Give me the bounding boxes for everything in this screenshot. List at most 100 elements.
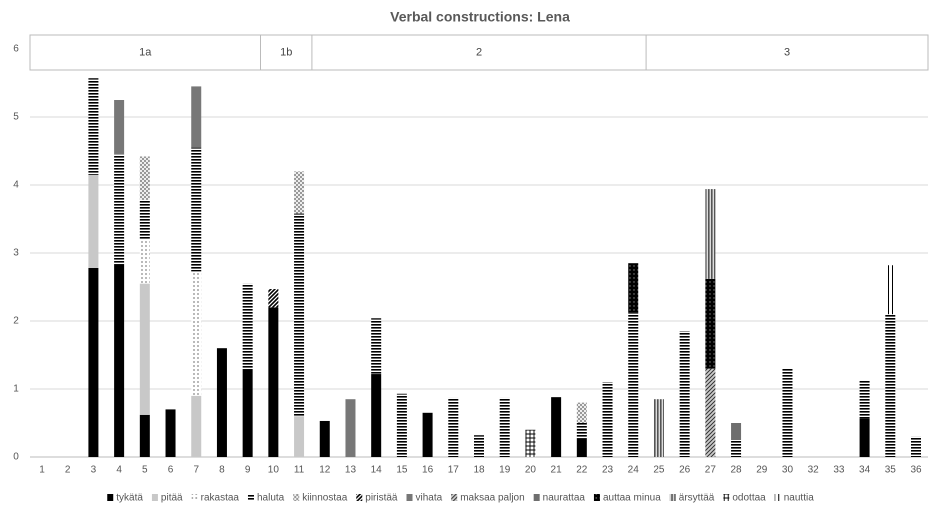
- x-tick-label: 24: [628, 465, 640, 476]
- bar-segment: [139, 283, 150, 415]
- bar-segment: [679, 331, 690, 457]
- bar-segment: [139, 199, 150, 240]
- legend-label: rakastaa: [201, 493, 240, 504]
- x-tick-label: 14: [371, 465, 383, 476]
- legend-swatch: [107, 494, 114, 501]
- x-tick-label: 19: [499, 465, 511, 476]
- bar-segment: [216, 348, 227, 457]
- legend-label: kiinnostaa: [302, 493, 347, 504]
- legend-swatch: [247, 494, 254, 501]
- x-tick-label: 10: [268, 465, 280, 476]
- y-tick-label: 1: [13, 384, 19, 395]
- bar-segment: [88, 267, 99, 457]
- x-tick-label: 23: [602, 465, 614, 476]
- legend-label: piristää: [365, 493, 398, 504]
- legend-label: nauttia: [784, 493, 814, 504]
- bar-segment: [474, 435, 484, 457]
- bar-segment: [371, 318, 382, 375]
- bar-segment: [139, 414, 150, 457]
- x-tick-label: 7: [193, 465, 199, 476]
- x-tick-label: 36: [910, 465, 922, 476]
- bar-segment: [859, 418, 870, 457]
- bar-segment: [628, 312, 639, 457]
- y-tick-label: 2: [13, 316, 19, 327]
- x-tick-label: 32: [808, 465, 820, 476]
- bar-segment: [114, 154, 125, 265]
- x-tick-label: 4: [116, 465, 122, 476]
- bar-segment: [576, 402, 587, 423]
- x-tick-label: 2: [65, 465, 71, 476]
- bar-segment: [653, 399, 664, 457]
- legend-swatch: [191, 494, 198, 501]
- x-tick-label: 9: [245, 465, 251, 476]
- bar-segment: [859, 380, 870, 419]
- x-tick-label: 5: [142, 465, 148, 476]
- bar-segment: [294, 171, 305, 214]
- bar-segment: [139, 239, 150, 284]
- x-tick-label: 11: [294, 465, 305, 476]
- bar-segment: [191, 86, 202, 148]
- x-tick-label: 21: [551, 465, 563, 476]
- group-label: 1b: [280, 46, 292, 58]
- legend-swatch: [723, 494, 730, 501]
- bar-segment: [628, 263, 639, 313]
- group-band: [29, 34, 929, 71]
- legend-swatch: [293, 494, 300, 501]
- x-tick-label: 3: [91, 465, 97, 476]
- group-label: 2: [476, 46, 482, 58]
- x-tick-label: 18: [473, 465, 485, 476]
- x-tick-label: 30: [782, 465, 794, 476]
- legend-label: haluta: [257, 493, 285, 504]
- x-tick-label: 22: [576, 465, 588, 476]
- bar-segment: [782, 368, 793, 457]
- group-label: 1a: [139, 46, 152, 58]
- x-tick-label: 15: [396, 465, 408, 476]
- bar-segment: [371, 374, 382, 457]
- legend-swatch: [774, 494, 781, 501]
- bar-segment: [705, 368, 716, 457]
- x-tick-label: 35: [885, 465, 897, 476]
- bar-segment: [422, 412, 433, 457]
- legend-label: pitää: [161, 493, 183, 504]
- bar-segment: [525, 429, 536, 457]
- bar-segment: [319, 420, 330, 457]
- bar-segment: [242, 369, 253, 457]
- y-tick-label: 0: [13, 452, 19, 463]
- bar-segment: [705, 189, 716, 279]
- legend-label: tykätä: [116, 493, 143, 504]
- x-tick-label: 1: [39, 465, 45, 476]
- bar-segment: [731, 423, 742, 440]
- x-tick-label: 12: [319, 465, 331, 476]
- bar-segment: [88, 174, 99, 268]
- x-tick-label: 34: [859, 465, 871, 476]
- legend: tykätä pitää rakastaa haluta kiinnostaa piris…: [107, 493, 814, 504]
- legend-label: naurattaa: [543, 493, 586, 504]
- bar-segment: [191, 271, 202, 396]
- bar-segment: [345, 399, 356, 457]
- legend-swatch: [533, 494, 540, 501]
- bar-segment: [294, 213, 305, 417]
- y-tick-label: 5: [13, 112, 19, 123]
- x-tick-label: 20: [525, 465, 537, 476]
- chart-title: Verbal constructions: Lena: [390, 9, 570, 25]
- legend-label: maksaa paljon: [460, 493, 524, 504]
- bar-segment: [242, 283, 253, 370]
- x-tick-label: 33: [833, 465, 845, 476]
- bar-segment: [88, 78, 99, 175]
- x-tick-label: 8: [219, 465, 225, 476]
- x-tick-label: 29: [756, 465, 768, 476]
- bar-segment: [602, 382, 613, 457]
- bar-segment: [294, 416, 305, 457]
- bar-segment: [139, 156, 150, 200]
- legend-label: ärsyttää: [679, 493, 715, 504]
- legend-swatch: [451, 494, 458, 501]
- bar-segment: [499, 397, 510, 457]
- group-label: 3: [784, 46, 790, 58]
- x-tick-label: 27: [705, 465, 717, 476]
- legend-swatch: [669, 494, 676, 501]
- legend-swatch: [356, 494, 363, 501]
- bar-segment: [551, 397, 562, 457]
- y-tick-label: 6: [13, 44, 19, 55]
- bar-segment: [268, 289, 279, 308]
